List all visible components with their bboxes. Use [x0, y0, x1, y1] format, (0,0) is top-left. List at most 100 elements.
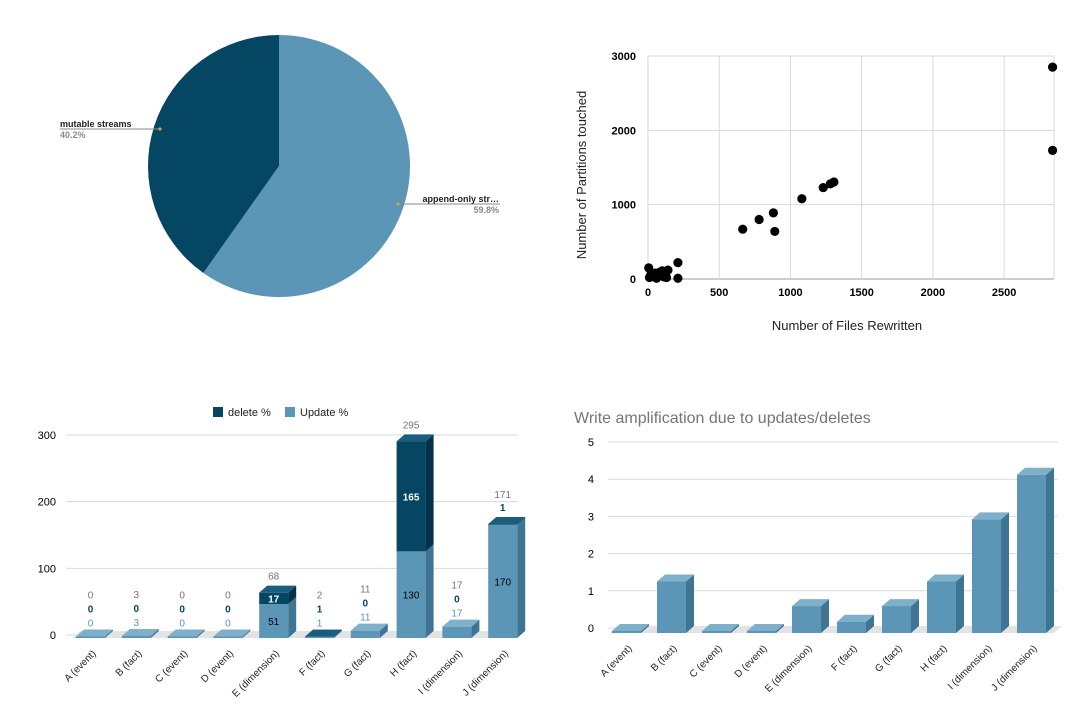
scatter-chart-panel: 0 1000 2000 3000 0 500 1000 1500 2000 2500 Number …: [540, 0, 1080, 345]
stacked-ytick-label: 300: [38, 430, 56, 442]
amp-bar-side: [641, 624, 649, 633]
scatter-ytick-label: 0: [630, 274, 636, 286]
amp-bar: [882, 606, 911, 633]
pie-slice-append-only: [203, 35, 411, 297]
chart-title: Write amplification due to updates/delet…: [574, 410, 871, 427]
pie-label-append-only: append-only str…: [422, 194, 499, 204]
stacked-bar-update: [350, 630, 380, 638]
stacked-update-value-label: 17: [451, 609, 463, 620]
stacked-bar-update: [167, 636, 197, 638]
amp-bar: [612, 631, 641, 633]
amp-bar: [837, 621, 866, 633]
amp-bar-side: [956, 574, 964, 633]
stacked-category-label: B (fact): [114, 648, 145, 679]
stacked-bar-delete-top: [259, 585, 297, 593]
stacked-category-label: E (dimension): [230, 648, 281, 699]
scatter-point: [673, 273, 683, 283]
stacked-delete-value-label: 0: [225, 605, 231, 616]
amp-category-label: G (fact): [873, 643, 904, 674]
stacked-bar-delete: [396, 441, 426, 552]
stacked-update-value-label: 170: [494, 577, 511, 588]
stacked-update-value-label: 1: [317, 619, 323, 630]
amp-category-label: F (fact): [829, 643, 859, 673]
amp-category-label: B (fact): [649, 643, 680, 674]
scatter-point: [738, 224, 748, 234]
stacked-bar-update-side: [196, 629, 205, 638]
scatter-point: [818, 182, 828, 193]
stacked-bar-update-side: [150, 629, 159, 638]
stacked-bar-delete-top: [488, 517, 526, 524]
stacked-bar-delete: [259, 592, 289, 604]
amp-bar-side: [1001, 512, 1009, 633]
amp-ytick-label: 3: [588, 511, 594, 523]
pie-chart-panel: mutable streams 40.2% append-only str… 59.8…: [0, 0, 540, 345]
stacked-bar-delete-side: [425, 434, 434, 552]
amp-bar-side: [686, 574, 694, 633]
scatter-xtick-label: 2500: [992, 287, 1016, 299]
stacked-total-label: 171: [494, 490, 511, 501]
scatter-point: [829, 177, 839, 187]
amp-ytick-label: 2: [588, 549, 594, 561]
stacked-bar-update: [259, 604, 289, 638]
stacked-bar-update-top: [121, 629, 159, 636]
stacked-ytick-label: 0: [50, 630, 56, 642]
scatter-point: [768, 208, 778, 218]
stacked-delete-value-label: 1: [500, 503, 506, 514]
stacked-total-label: 3: [134, 590, 140, 601]
amp-bar: [747, 631, 776, 633]
stacked-total-label: 0: [88, 591, 94, 602]
amp-ytick-label: 0: [588, 623, 594, 635]
stacked-bar-update: [121, 636, 151, 638]
scatter-point: [754, 214, 764, 225]
amp-bar-top: [927, 574, 964, 582]
scatter-point: [770, 226, 780, 237]
stacked-bar-update: [76, 636, 105, 638]
scatter-xtick-label: 1000: [778, 287, 802, 299]
amp-bar-side: [776, 624, 784, 633]
amp-bar: [702, 631, 731, 633]
amp-bar-side: [1046, 467, 1054, 633]
stacked-bar-update-side: [517, 517, 526, 638]
stacked-delete-value-label: 165: [403, 492, 420, 503]
scatter-xtick-label: 0: [645, 287, 651, 299]
amp-category-label: H (fact): [919, 643, 950, 674]
amp-bar: [792, 606, 821, 633]
amp-bar-side: [911, 599, 919, 633]
stacked-total-label: 295: [403, 420, 420, 431]
scatter-point: [661, 272, 672, 283]
stacked-bar-update-top: [213, 629, 251, 637]
write-amplification-bar-chart: Write amplification due to updates/delet…: [574, 410, 1062, 695]
amp-category-label: E (dimension): [763, 643, 814, 694]
pie-label-mutable: mutable streams: [60, 119, 132, 129]
amp-bar-top: [837, 614, 874, 622]
scatter-point: [673, 258, 683, 268]
amp-bar-top: [972, 512, 1009, 520]
stacked-bar-update-side: [379, 623, 388, 638]
amp-category-label: D (event): [733, 643, 770, 680]
pie-leader-dot-mutable: [158, 127, 162, 131]
amp-ytick-label: 4: [588, 474, 594, 486]
stacked-bar-delete-side: [288, 585, 297, 604]
scatter-xtick-label: 500: [710, 287, 728, 299]
stacked-bar-update: [488, 524, 518, 638]
amp-category-label: A (event): [599, 643, 635, 679]
stacked-bar-update-side: [105, 629, 113, 638]
stacked-total-label: 17: [451, 581, 463, 592]
amp-bar-top: [1017, 467, 1054, 475]
stacked-bar-delete-side: [517, 517, 526, 525]
stacked-delete-value-label: 0: [363, 599, 369, 610]
stacked-category-label: F (fact): [297, 648, 327, 678]
amp-bar: [927, 581, 956, 633]
amp-bar: [1017, 474, 1046, 633]
stacked-bar-update-side: [334, 629, 342, 638]
stacked-bar-update: [442, 626, 472, 638]
stacked-total-label: 11: [360, 585, 371, 596]
stacked-category-label: H (fact): [388, 648, 419, 679]
stacked-bar-update: [305, 636, 334, 638]
scatter-ytick-label: 3000: [612, 51, 636, 63]
scatter-point: [1047, 145, 1058, 156]
stacked-bar-update-top: [167, 629, 205, 637]
stacked-total-label: 2: [317, 591, 323, 602]
stacked-update-value-label: 0: [179, 619, 185, 630]
stacked-total-label: 0: [179, 591, 185, 602]
